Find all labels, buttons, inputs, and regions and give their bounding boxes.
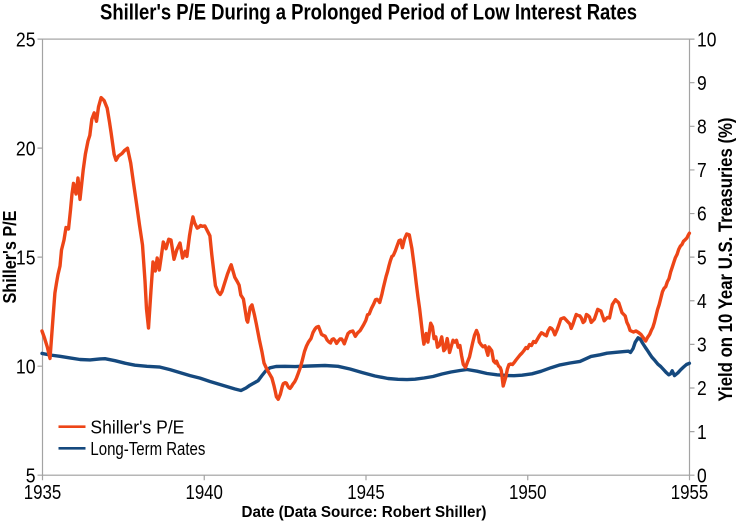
svg-text:1: 1: [697, 422, 707, 444]
svg-text:7: 7: [697, 160, 707, 182]
svg-text:4: 4: [697, 291, 707, 313]
svg-text:5: 5: [26, 465, 36, 487]
svg-text:6: 6: [697, 204, 707, 226]
svg-text:20: 20: [16, 138, 36, 160]
svg-text:15: 15: [16, 247, 36, 269]
svg-text:8: 8: [697, 117, 707, 139]
svg-text:5: 5: [697, 247, 707, 269]
svg-text:1940: 1940: [185, 482, 223, 504]
svg-text:Shiller's P/E: Shiller's P/E: [90, 416, 184, 437]
svg-text:1935: 1935: [24, 482, 62, 504]
svg-text:3: 3: [697, 335, 707, 357]
svg-text:25: 25: [16, 29, 36, 51]
svg-text:1950: 1950: [509, 482, 547, 504]
svg-text:10: 10: [697, 29, 716, 51]
svg-text:0: 0: [697, 465, 707, 487]
svg-text:Shiller's P/E: Shiller's P/E: [0, 211, 20, 304]
svg-text:10: 10: [16, 356, 36, 378]
svg-text:1945: 1945: [347, 482, 385, 504]
svg-text:Long-Term Rates: Long-Term Rates: [90, 438, 205, 459]
svg-text:1955: 1955: [671, 482, 709, 504]
svg-text:Date (Data Source: Robert Shil: Date (Data Source: Robert Shiller): [242, 504, 487, 521]
svg-text:Shiller's P/E During a Prolong: Shiller's P/E During a Prolonged Period …: [100, 0, 637, 25]
svg-text:9: 9: [697, 73, 707, 95]
svg-text:2: 2: [697, 378, 707, 400]
svg-text:Yield on 10 Year U.S. Treasuri: Yield on 10 Year U.S. Treasuries (%): [716, 118, 737, 402]
